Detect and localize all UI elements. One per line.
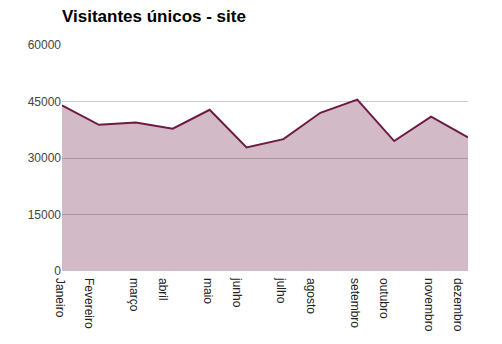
svg-text:outubro: outubro bbox=[377, 278, 391, 319]
svg-text:30000: 30000 bbox=[28, 151, 62, 165]
svg-text:abril: abril bbox=[156, 278, 170, 301]
svg-text:novembro: novembro bbox=[422, 278, 436, 332]
svg-text:julho: julho bbox=[274, 277, 288, 304]
svg-text:Fevereiro: Fevereiro bbox=[82, 278, 96, 329]
svg-text:junho: junho bbox=[230, 277, 244, 308]
svg-text:15000: 15000 bbox=[28, 208, 62, 222]
svg-text:março: março bbox=[127, 278, 141, 312]
svg-text:Janeiro: Janeiro bbox=[53, 278, 67, 318]
svg-text:setembro: setembro bbox=[348, 278, 362, 328]
svg-text:45000: 45000 bbox=[28, 95, 62, 109]
svg-text:maio: maio bbox=[201, 278, 215, 304]
svg-text:dezembro: dezembro bbox=[451, 278, 465, 332]
svg-text:agosto: agosto bbox=[304, 278, 318, 314]
svg-text:60000: 60000 bbox=[28, 38, 62, 52]
svg-text:0: 0 bbox=[54, 264, 61, 278]
svg-text:Visitantes únicos - site: Visitantes únicos - site bbox=[62, 7, 246, 26]
